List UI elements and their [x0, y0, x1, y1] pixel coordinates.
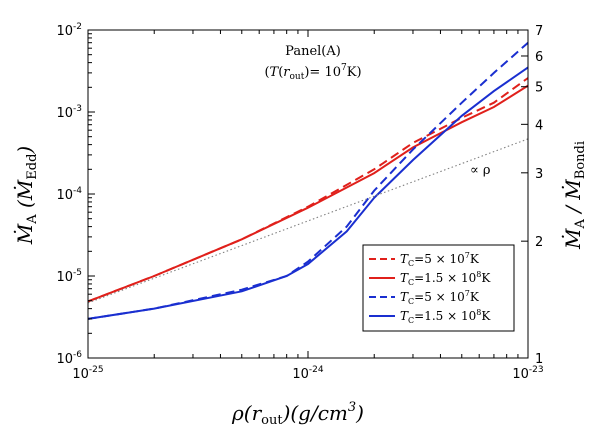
- legend-entry: TC=1.5 × 108K: [400, 270, 491, 287]
- y2-axis-label: ṀA / ṀBondi: [561, 141, 588, 250]
- series-line-2: [87, 84, 529, 303]
- x-axis-label: ρ(rout)(g/cm3): [231, 400, 364, 428]
- series-line-4: [87, 66, 529, 320]
- series-layer: [87, 41, 529, 320]
- y2-tick-label: 6: [535, 50, 543, 65]
- legend-entry: TC=5 × 107K: [400, 251, 480, 268]
- legend-entry: TC=5 × 107K: [400, 289, 480, 306]
- y2-tick-label: 7: [535, 24, 543, 39]
- y-tick-label: 10-5: [56, 268, 82, 285]
- y2-tick-label: 1: [535, 352, 543, 367]
- y2-tick-label: 3: [535, 167, 543, 182]
- proportional-label: ∝ ρ: [470, 163, 491, 178]
- x-tick-label: 10-23: [512, 365, 543, 382]
- panel-title: Panel(A): [285, 44, 341, 59]
- y2-tick-label: 2: [535, 235, 543, 250]
- y-tick-label: 10-2: [56, 22, 82, 39]
- x-tick-label: 10-24: [292, 365, 324, 382]
- panel-subtitle: (T(rout)= 107K): [264, 63, 361, 82]
- y2-tick-label: 5: [535, 81, 543, 96]
- legend: TC=5 × 107K TC=1.5 × 108K TC=5 × 107K TC=1.…: [362, 244, 515, 332]
- ticks-layer: 10-25 10-24 10-23 10-6 10-5 10-4 10-3 10-2 1 2 3 4 5…: [56, 22, 543, 382]
- panel-annotation: Panel(A) (T(rout)= 107K): [264, 44, 361, 82]
- y-tick-label: 10-3: [56, 104, 82, 121]
- y-tick-label: 10-4: [56, 186, 82, 203]
- y-tick-label: 10-6: [56, 350, 82, 367]
- y2-tick-label: 4: [535, 118, 543, 133]
- x-tick-label: 10-25: [72, 365, 103, 382]
- legend-entry: TC=1.5 × 108K: [400, 308, 491, 325]
- y-axis-label: ṀA (ṀEdd): [13, 146, 40, 245]
- series-line-3: [87, 41, 529, 320]
